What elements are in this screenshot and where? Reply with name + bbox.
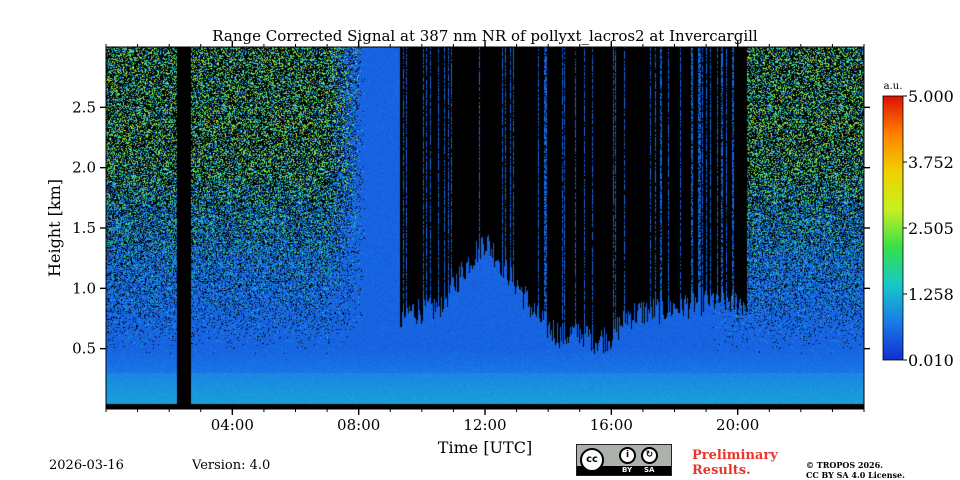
y-tick-label: 1.0 <box>72 279 96 297</box>
colorbar-gradient <box>882 95 904 361</box>
chart-title: Range Corrected Signal at 387 nm NR of p… <box>212 27 758 45</box>
copyright-line-2: CC BY SA 4.0 License. <box>806 470 905 480</box>
sa-icon: ↻ <box>641 447 658 464</box>
license-tag-by: BY <box>622 466 633 474</box>
plot-area <box>105 46 865 410</box>
x-axis: 04:00 08:00 12:00 16:00 20:00 <box>105 41 865 434</box>
x-tick-label: 20:00 <box>716 416 759 434</box>
preliminary-line-1: Preliminary <box>692 448 778 463</box>
colorbar-tick-label: 3.752 <box>908 153 954 172</box>
copyright-notice: © TROPOS 2026. CC BY SA 4.0 License. <box>806 460 936 480</box>
x-tick-label: 16:00 <box>590 416 633 434</box>
y-axis-label: Height [km] <box>45 179 64 277</box>
colorbar-unit: a.u. <box>884 81 903 92</box>
x-tick-label: 08:00 <box>337 416 380 434</box>
preliminary-line-2: Results. <box>692 463 751 478</box>
colorbar-tick-label: 2.505 <box>908 219 954 238</box>
colorbar-tick-label: 1.258 <box>908 285 954 304</box>
preliminary-notice: Preliminary Results. <box>692 448 792 478</box>
y-tick-label: 0.5 <box>72 340 96 358</box>
x-tick-label: 04:00 <box>211 416 254 434</box>
x-tick-label: 12:00 <box>463 416 506 434</box>
colorbar: a.u. 0.010 1.258 2.505 3.752 5.000 <box>882 81 954 370</box>
copyright-line-1: © TROPOS 2026. <box>806 460 883 470</box>
signal-heatmap <box>106 47 864 409</box>
license-tag-sa: SA <box>644 466 655 474</box>
y-tick-label: 2.5 <box>72 98 96 116</box>
badge-strip <box>577 466 671 475</box>
colorbar-tick-label: 0.010 <box>908 351 954 370</box>
y-tick-label: 2.0 <box>72 159 96 177</box>
cc-license-badge[interactable]: cc i ↻ BY SA <box>576 444 672 476</box>
cc-icon: cc <box>580 448 604 472</box>
version-label: Version: 4.0 <box>192 458 271 473</box>
y-tick-label: 1.5 <box>72 219 96 237</box>
x-axis-label: Time [UTC] <box>438 438 532 457</box>
by-icon: i <box>619 447 636 464</box>
colorbar-ticks: 0.010 1.258 2.505 3.752 5.000 <box>903 87 954 370</box>
colorbar-tick-label: 5.000 <box>908 87 954 106</box>
y-axis: 0.5 1.0 1.5 2.0 2.5 <box>72 98 870 358</box>
date-label: 2026-03-16 <box>49 458 124 473</box>
